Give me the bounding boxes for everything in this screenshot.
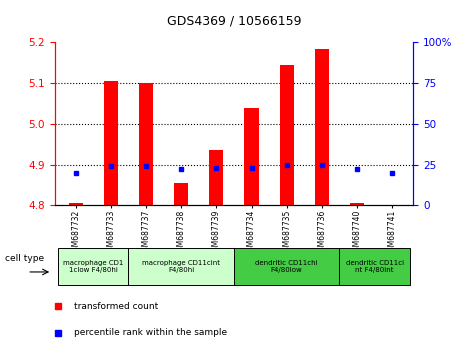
Text: GDS4369 / 10566159: GDS4369 / 10566159 (167, 14, 301, 27)
Bar (315, 48, 329, 205)
Bar (350, 203, 364, 205)
Bar (139, 83, 153, 205)
Text: macrophage CD11cint
F4/80hi: macrophage CD11cint F4/80hi (142, 260, 220, 273)
Text: dendritic CD11chi
F4/80low: dendritic CD11chi F4/80low (256, 260, 318, 273)
Bar (209, 150, 223, 205)
Bar (280, 65, 294, 205)
Bar (174, 183, 188, 205)
Bar (245, 108, 258, 205)
Bar (340, 248, 410, 285)
Bar (128, 248, 234, 285)
Bar (234, 248, 340, 285)
Bar (104, 81, 118, 205)
Text: dendritic CD11ci
nt F4/80int: dendritic CD11ci nt F4/80int (345, 260, 404, 273)
Text: transformed count: transformed count (75, 302, 159, 311)
Text: percentile rank within the sample: percentile rank within the sample (75, 328, 228, 337)
Bar (58, 248, 128, 285)
Text: cell type: cell type (5, 254, 44, 263)
Text: macrophage CD1
1clow F4/80hi: macrophage CD1 1clow F4/80hi (63, 260, 124, 273)
Bar (69, 203, 83, 205)
